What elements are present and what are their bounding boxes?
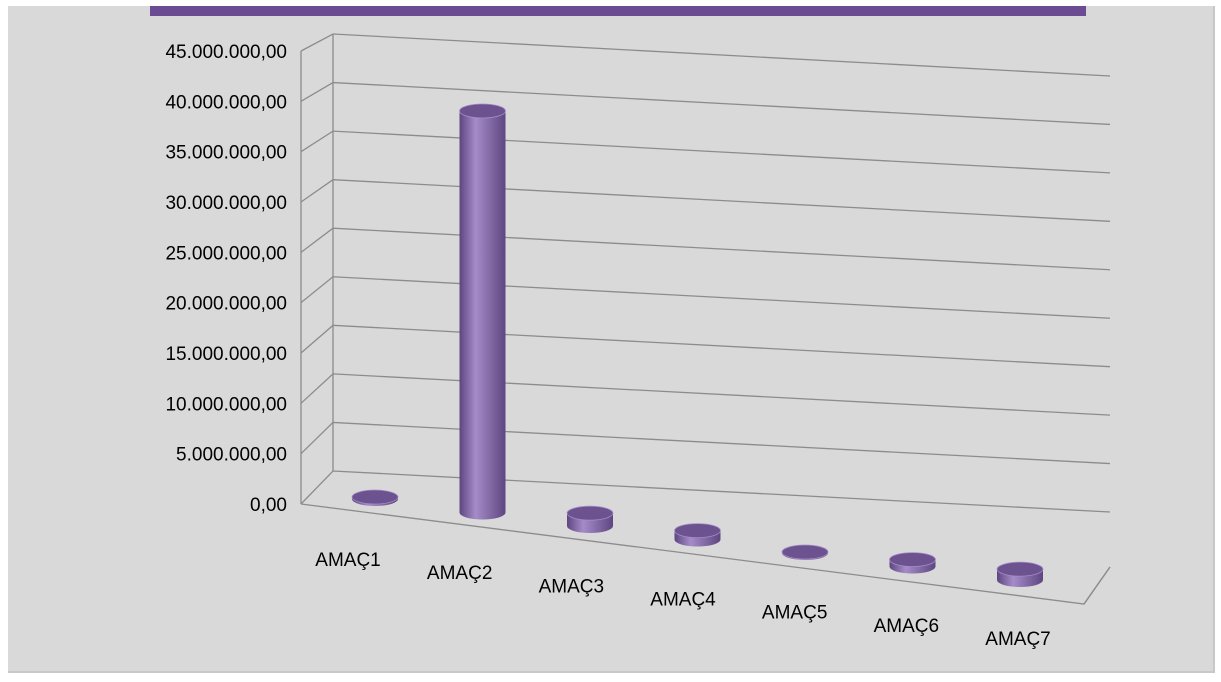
y-tick-label: 0,00	[250, 495, 287, 516]
bar-5	[781, 544, 829, 560]
y-tick-label: 45.000.000,00	[165, 42, 287, 63]
y-tick-label: 15.000.000,00	[165, 344, 287, 365]
bars	[351, 103, 1044, 587]
x-category-label: AMAÇ6	[874, 616, 939, 637]
x-category-label: AMAÇ4	[650, 590, 716, 611]
y-tick-label: 10.000.000,00	[165, 394, 287, 415]
y-axis-ticks: 0,00 5.000.000,00 10.000.000,00 15.000.000,…	[165, 42, 287, 516]
y-tick-label: 30.000.000,00	[165, 193, 287, 214]
gridline	[300, 470, 1111, 513]
gridline	[300, 81, 1111, 126]
bar-top	[781, 544, 829, 560]
bar-top	[996, 561, 1044, 577]
gridline	[300, 227, 1111, 271]
gridline	[300, 179, 1111, 222]
bar-top	[566, 505, 614, 521]
gridline	[300, 33, 1111, 77]
x-category-label: AMAÇ5	[762, 603, 827, 624]
chart-frame: 0,00 5.000.000,00 10.000.000,00 15.000.000,…	[8, 6, 1215, 673]
y-tick-label: 40.000.000,00	[165, 92, 287, 113]
bar-top	[889, 552, 936, 567]
gridline	[300, 276, 1111, 319]
bar-3	[566, 505, 614, 533]
x-category-label: AMAÇ7	[985, 629, 1050, 650]
bar-top	[351, 489, 399, 505]
floor-side-edge	[1083, 566, 1111, 605]
bar-top	[459, 103, 506, 119]
gridline	[300, 324, 1111, 368]
x-category-label: AMAÇ1	[315, 550, 380, 571]
bar-4	[674, 523, 721, 547]
y-tick-label: 35.000.000,00	[165, 143, 287, 164]
x-axis-labels: AMAÇ1 AMAÇ2 AMAÇ3 AMAÇ4 AMAÇ5 AMAÇ6 AMAÇ7	[315, 550, 1050, 650]
bar-1	[351, 489, 399, 506]
bar-6	[889, 552, 936, 574]
x-category-label: AMAÇ2	[427, 563, 492, 584]
gridline	[300, 421, 1111, 465]
y-tick-label: 25.000.000,00	[165, 243, 287, 264]
bar-top	[674, 523, 721, 539]
gridline	[300, 130, 1111, 174]
bar-body	[459, 110, 506, 520]
chart-plot: 0,00 5.000.000,00 10.000.000,00 15.000.000,…	[165, 33, 1111, 650]
header-accent-bar	[150, 6, 1086, 16]
y-tick-label: 20.000.000,00	[165, 294, 287, 315]
x-category-label: AMAÇ3	[539, 576, 604, 597]
y-tick-label: 5.000.000,00	[176, 445, 287, 466]
bar-7	[996, 561, 1044, 587]
bar-2	[459, 103, 506, 520]
gridline	[300, 373, 1111, 416]
gridlines	[300, 33, 1111, 605]
